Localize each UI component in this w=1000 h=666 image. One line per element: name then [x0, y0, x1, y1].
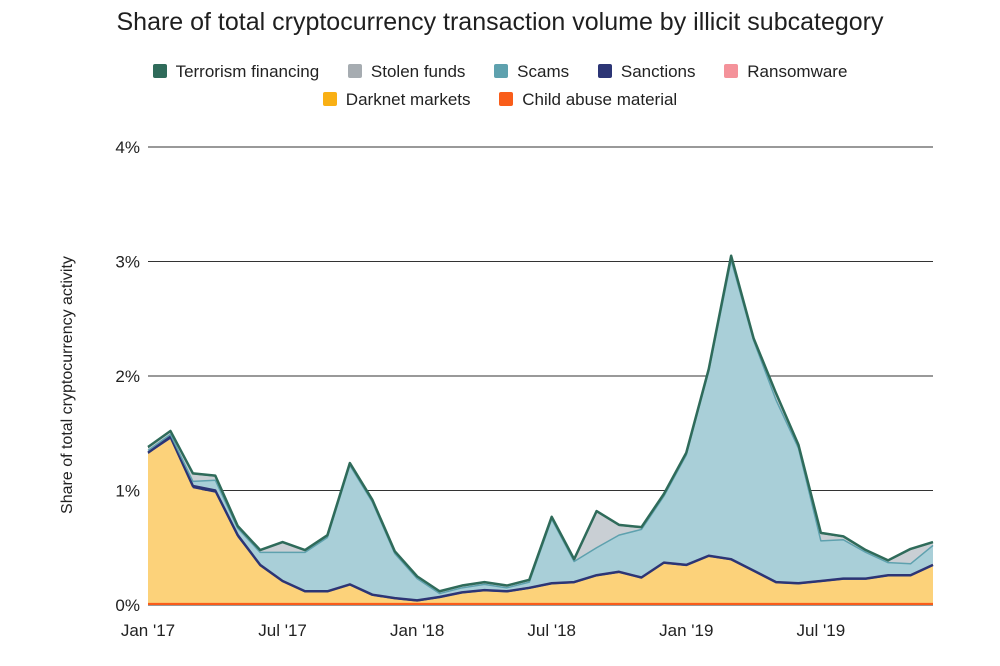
area-darknet-markets	[148, 438, 933, 604]
legend-label: Stolen funds	[370, 62, 466, 81]
legend-item-scams: Scams	[494, 62, 569, 82]
y-tick-label: 0%	[115, 596, 140, 615]
legend-row-2: Darknet markets Child abuse material	[0, 90, 1000, 110]
legend-swatch	[597, 64, 612, 78]
legend-label: Terrorism financing	[175, 62, 320, 81]
legend-label: Child abuse material	[522, 90, 678, 109]
legend-item-terrorism-financing: Terrorism financing	[152, 62, 320, 82]
line-terrorism-financing	[147, 254, 934, 593]
chart-title: Share of total cryptocurrency transactio…	[116, 8, 884, 36]
legend-label: Scams	[517, 62, 570, 81]
legend-swatch	[152, 64, 167, 78]
legend-swatch	[322, 92, 337, 106]
y-tick-label: 2%	[115, 367, 140, 386]
legend-swatch	[494, 64, 509, 78]
x-tick-label: Jul '18	[527, 621, 576, 640]
legend-label: Ransomware	[747, 62, 848, 81]
legend-item-sanctions: Sanctions	[597, 62, 696, 82]
legend-item-child-abuse-material: Child abuse material	[499, 90, 677, 110]
x-tick-label: Jul '17	[258, 621, 307, 640]
x-tick-labels: Jan '17 Jul '17 Jan '18 Jul '18 Jan '19 Jul '…	[121, 621, 845, 640]
x-tick-label: Jul '19	[797, 621, 846, 640]
legend-item-darknet-markets: Darknet markets	[322, 90, 471, 110]
legend-item-ransomware: Ransomware	[724, 62, 847, 82]
y-tick-label: 1%	[115, 482, 140, 501]
legend-swatch	[499, 92, 514, 106]
y-tick-label: 3%	[115, 253, 140, 272]
y-tick-label: 4%	[115, 138, 140, 157]
series-outlines	[147, 254, 934, 605]
legend-row-1: Terrorism financing Stolen funds Scams S…	[0, 62, 1000, 82]
line-sanctions	[147, 435, 934, 602]
area-scams	[148, 260, 933, 600]
y-tick-labels: 0% 1% 2% 3% 4%	[115, 138, 140, 615]
x-tick-label: Jan '17	[121, 621, 175, 640]
legend-item-stolen-funds: Stolen funds	[347, 62, 466, 82]
legend-label: Darknet markets	[345, 90, 471, 109]
legend-swatch	[724, 64, 739, 78]
legend-swatch	[347, 64, 362, 78]
x-tick-label: Jan '19	[659, 621, 713, 640]
x-tick-label: Jan '18	[390, 621, 444, 640]
legend-label: Sanctions	[620, 62, 696, 81]
